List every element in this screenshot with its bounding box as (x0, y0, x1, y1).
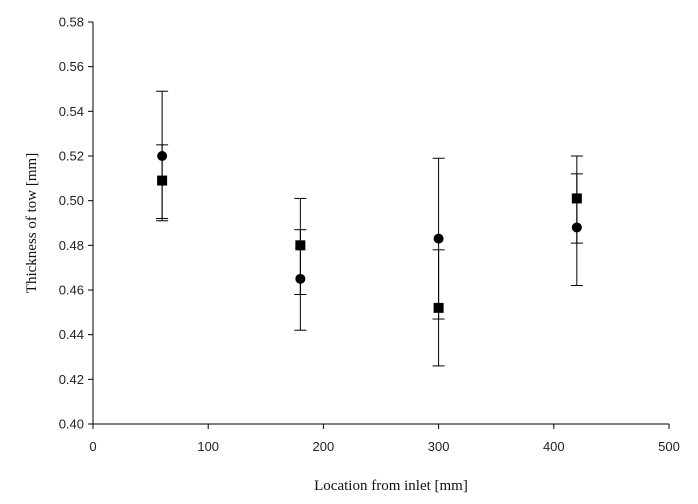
y-tick-label: 0.46 (59, 283, 84, 298)
data-marks (156, 90, 583, 367)
y-tick-label: 0.42 (59, 372, 84, 387)
y-tick-label: 0.56 (59, 59, 84, 74)
data-point-square (433, 302, 444, 313)
x-tick-label: 200 (313, 439, 335, 454)
data-point-circle (433, 233, 444, 244)
y-tick-label: 0.52 (59, 149, 84, 164)
data-point-square (571, 193, 582, 204)
data-point-square (295, 240, 306, 251)
series-circle (156, 90, 583, 331)
x-tick-label: 100 (197, 439, 219, 454)
y-axis-title: Thickness of tow [mm] (24, 153, 40, 293)
y-tick-label: 0.48 (59, 238, 84, 253)
x-tick-label: 0 (89, 439, 96, 454)
y-tick-label: 0.44 (59, 327, 84, 342)
x-tick-label: 300 (428, 439, 450, 454)
y-tick-label: 0.58 (59, 15, 84, 30)
x-axis-title: Location from inlet [mm] (314, 478, 468, 494)
y-tick-label: 0.54 (59, 104, 84, 119)
series-square (156, 144, 583, 367)
data-point-square (157, 175, 168, 186)
y-tick-label: 0.40 (59, 417, 84, 432)
x-axis-ticks: 0 100 200 300 400 500 (89, 424, 680, 454)
y-axis-ticks: 0.40 0.42 0.44 0.46 0.48 0.50 0.52 0.54 0.56 0.58 (59, 15, 93, 432)
y-tick-label: 0.50 (59, 193, 84, 208)
x-tick-label: 400 (543, 439, 565, 454)
x-tick-label: 500 (658, 439, 680, 454)
